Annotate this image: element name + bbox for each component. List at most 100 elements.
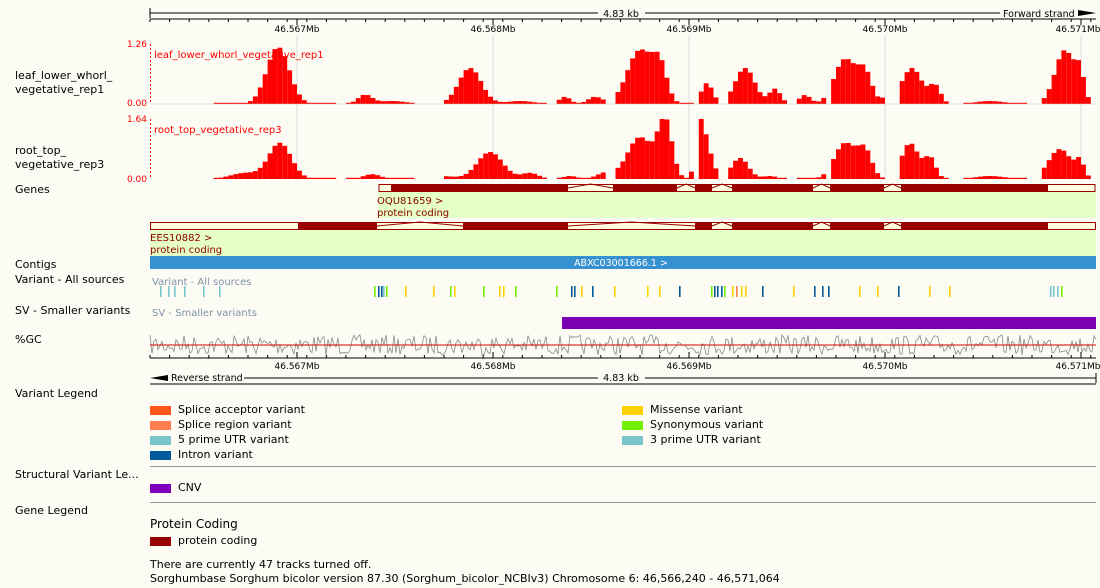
coverage-bar bbox=[796, 98, 802, 104]
intron bbox=[376, 221, 464, 227]
assembly-info: Sorghumbase Sorghum bicolor version 87.3… bbox=[150, 572, 780, 585]
variant-mark bbox=[614, 286, 616, 297]
coverage-bar bbox=[458, 175, 464, 179]
intron bbox=[711, 183, 733, 189]
legend-separator-2 bbox=[150, 502, 1096, 503]
track-label-leaf[interactable]: leaf_lower_whorl_ vegetative_rep1 bbox=[15, 69, 112, 97]
coverage-bar bbox=[1056, 149, 1062, 179]
variant-mark bbox=[1057, 286, 1059, 297]
track-label-leaf-line1: leaf_lower_whorl_ bbox=[15, 69, 113, 82]
coverage-bar bbox=[444, 99, 449, 104]
legend-swatch bbox=[150, 451, 171, 460]
coverage-bar bbox=[1066, 156, 1072, 179]
legend-label: Splice region variant bbox=[178, 418, 292, 431]
coverage-bar bbox=[483, 153, 489, 179]
coverage-bar bbox=[728, 167, 734, 179]
cnv-swatch bbox=[150, 484, 171, 493]
coverage-bar bbox=[1071, 159, 1077, 179]
coverage-bar bbox=[223, 102, 229, 104]
coverage-bar bbox=[1022, 177, 1028, 179]
coverage-bar bbox=[811, 100, 817, 104]
track-label-contigs[interactable]: Contigs bbox=[15, 258, 57, 271]
coverage-bar bbox=[992, 101, 998, 104]
bottom-tick-4: 46.570Mb bbox=[863, 362, 908, 372]
coverage-bar bbox=[277, 47, 283, 104]
root-min-label: 0.00 bbox=[127, 175, 147, 185]
coverage-bar bbox=[571, 176, 577, 179]
coverage-bar bbox=[640, 137, 645, 179]
coverage-bar bbox=[664, 77, 670, 104]
coverage-bar bbox=[836, 149, 841, 179]
coverage-bar bbox=[924, 156, 930, 179]
coverage-bar bbox=[987, 101, 993, 104]
variant-mark bbox=[822, 286, 824, 297]
coverage-bar bbox=[684, 102, 689, 104]
coverage-bar bbox=[762, 176, 768, 179]
coverage-bar bbox=[850, 145, 856, 179]
coverage-bar bbox=[556, 99, 562, 104]
coverage-bar bbox=[395, 101, 400, 104]
coverage-bar bbox=[517, 174, 523, 179]
coverage-bar bbox=[620, 161, 626, 179]
coverage-bar bbox=[625, 152, 631, 179]
coverage-bar bbox=[301, 175, 307, 179]
coverage-bar bbox=[615, 167, 621, 179]
coverage-bar bbox=[228, 175, 234, 179]
genome-browser-image[interactable]: 4.83 kb Forward strand 46.567Mb 46.568Mb… bbox=[0, 0, 1100, 388]
coverage-bar bbox=[1041, 167, 1047, 179]
coverage-bar bbox=[1081, 76, 1086, 104]
track-label-root[interactable]: root_top_ vegetative_rep3 bbox=[15, 144, 104, 172]
coverage-bar bbox=[488, 152, 493, 179]
coverage-bar bbox=[674, 101, 680, 104]
coverage-bar bbox=[404, 177, 410, 179]
coverage-bar bbox=[321, 102, 327, 104]
coverage-bar bbox=[713, 168, 719, 179]
coverage-bar bbox=[909, 143, 915, 179]
coverage-bar bbox=[233, 174, 239, 179]
coverage-bar bbox=[1022, 102, 1028, 104]
variant-mark bbox=[714, 286, 716, 297]
coverage-bar bbox=[453, 86, 459, 104]
variant-mark bbox=[1053, 286, 1055, 297]
tracks-off-note: There are currently 47 tracks turned off… bbox=[150, 558, 372, 571]
coverage-bar bbox=[267, 153, 273, 179]
coverage-bar bbox=[1076, 157, 1081, 179]
coverage-bar bbox=[840, 59, 846, 104]
coverage-bar bbox=[742, 161, 748, 179]
track-label-variants[interactable]: Variant - All sources bbox=[15, 273, 125, 286]
coverage-bar bbox=[880, 97, 885, 104]
variant-mark bbox=[503, 286, 505, 297]
coverage-bar bbox=[914, 151, 920, 179]
intron bbox=[676, 183, 696, 189]
intron bbox=[812, 221, 831, 227]
coverage-bar bbox=[537, 175, 542, 179]
coverage-bar bbox=[1066, 52, 1072, 104]
top-length-label: 4.83 kb bbox=[603, 9, 639, 20]
coverage-bar bbox=[840, 143, 846, 179]
sv-inner-label: SV - Smaller variants bbox=[152, 308, 257, 319]
coverage-bar bbox=[306, 102, 312, 104]
track-label-gc[interactable]: %GC bbox=[15, 333, 42, 346]
coverage-bar bbox=[698, 119, 704, 179]
exon bbox=[830, 222, 884, 230]
coverage-bar bbox=[742, 68, 748, 104]
coverage-bar bbox=[571, 101, 577, 104]
coverage-bar bbox=[963, 177, 969, 179]
variant-mark bbox=[499, 286, 501, 297]
track-label-genes[interactable]: Genes bbox=[15, 183, 50, 196]
gene2-type: protein coding bbox=[150, 245, 222, 256]
reverse-strand-arrow bbox=[150, 375, 168, 381]
coverage-bar bbox=[649, 141, 655, 179]
exon bbox=[613, 184, 677, 192]
coverage-bar bbox=[899, 155, 905, 179]
legend-swatch bbox=[622, 406, 643, 415]
coverage-bar bbox=[777, 93, 783, 104]
coverage-bar bbox=[576, 177, 582, 179]
coverage-bar bbox=[865, 71, 871, 104]
track-label-sv[interactable]: SV - Smaller variants bbox=[15, 304, 131, 317]
coverage-bar bbox=[463, 173, 469, 179]
coverage-bar bbox=[581, 177, 587, 179]
variant-mark bbox=[592, 286, 594, 297]
gene1-name: OQU81659 > bbox=[377, 196, 443, 207]
coverage-bar bbox=[507, 170, 513, 179]
